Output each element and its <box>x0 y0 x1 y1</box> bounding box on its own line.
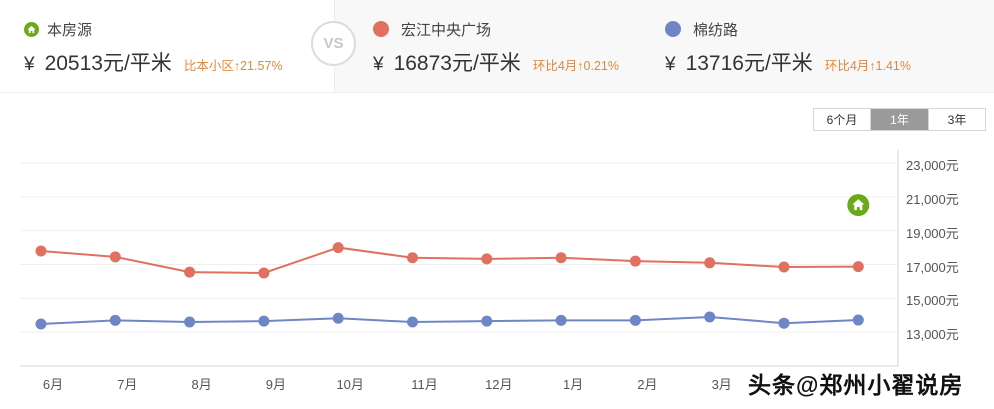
range-1-year-button[interactable]: 1年 <box>871 109 928 130</box>
vs-badge: VS <box>311 21 356 66</box>
data-point[interactable] <box>332 242 344 254</box>
subject-price: 20513元/平米 <box>44 52 172 75</box>
subject-panel: 本房源 ¥ 20513元/平米 比本小区↑21.57% <box>0 0 334 92</box>
y-tick-label: 13,000元 <box>906 327 959 343</box>
data-point[interactable] <box>481 315 493 327</box>
comparison-block-2: 棉纺路 ¥ 13716元/平米 环比4月↑1.41% <box>665 18 911 77</box>
data-point[interactable] <box>258 315 270 327</box>
x-tick-label: 11月 <box>411 377 438 392</box>
currency-symbol: ¥ <box>373 54 384 75</box>
currency-symbol: ¥ <box>24 54 35 75</box>
data-point[interactable] <box>852 261 864 273</box>
data-point[interactable] <box>704 257 716 269</box>
data-point[interactable] <box>629 255 641 267</box>
x-tick-label: 9月 <box>265 377 287 392</box>
data-point[interactable] <box>407 316 418 328</box>
y-tick-label: 17,000元 <box>906 259 959 275</box>
x-tick-label: 8月 <box>191 377 212 392</box>
series-dot-icon <box>373 21 389 37</box>
comparison-panel: 宏江中央广场 ¥ 16873元/平米 环比4月↑0.21% 棉纺路 ¥ 1371… <box>334 0 994 92</box>
comparison-price: 13716元/平米 <box>685 52 813 75</box>
x-tick-label: 10月 <box>336 377 364 392</box>
data-point[interactable] <box>407 252 418 264</box>
comparison-name: 宏江中央广场 <box>401 21 492 39</box>
series-line <box>40 246 859 274</box>
series-line <box>40 315 859 326</box>
data-point[interactable] <box>35 245 47 257</box>
subject-delta: 比本小区↑21.57% <box>183 59 283 73</box>
comparison-name: 棉纺路 <box>693 21 739 39</box>
subject-block: 本房源 ¥ 20513元/平米 比本小区↑21.57% <box>24 18 282 77</box>
data-point[interactable] <box>629 314 641 326</box>
data-point[interactable] <box>258 267 270 279</box>
data-point[interactable] <box>109 314 121 326</box>
comparison-block-1: 宏江中央广场 ¥ 16873元/平米 环比4月↑0.21% <box>373 18 619 77</box>
x-tick-label: 3月 <box>711 377 732 392</box>
watermark: 头条@郑州小翟说房 <box>748 372 964 398</box>
y-tick-label: 21,000元 <box>906 191 959 207</box>
comparison-price: 16873元/平米 <box>393 52 521 75</box>
divider <box>0 92 994 93</box>
x-tick-label: 12月 <box>485 377 513 392</box>
currency-symbol: ¥ <box>665 54 676 75</box>
y-tick-label: 23,000元 <box>906 158 959 173</box>
data-point[interactable] <box>35 318 47 330</box>
price-comparison-header: 本房源 ¥ 20513元/平米 比本小区↑21.57% 宏江中央广场 ¥ 168… <box>0 0 994 92</box>
data-point[interactable] <box>704 311 716 323</box>
house-icon <box>24 21 39 37</box>
subject-name: 本房源 <box>47 21 93 39</box>
x-tick-label: 2月 <box>637 377 658 392</box>
series-dot-icon <box>665 21 681 37</box>
data-point[interactable] <box>555 252 567 264</box>
y-tick-label: 15,000元 <box>906 293 959 309</box>
range-6-months-button[interactable]: 6个月 <box>814 109 871 130</box>
data-point[interactable] <box>555 314 567 326</box>
data-point[interactable] <box>852 314 864 326</box>
x-tick-label: 1月 <box>562 377 584 392</box>
comparison-delta: 环比4月↑0.21% <box>532 59 619 73</box>
data-point[interactable] <box>109 251 121 263</box>
data-point[interactable] <box>778 317 790 329</box>
data-point[interactable] <box>184 266 196 278</box>
data-point[interactable] <box>332 312 344 324</box>
data-point[interactable] <box>778 261 790 273</box>
comparison-delta: 环比4月↑1.41% <box>824 59 911 73</box>
y-tick-label: 19,000元 <box>906 225 959 241</box>
data-point[interactable] <box>184 316 196 328</box>
x-tick-label: 7月 <box>117 377 138 392</box>
house-icon[interactable] <box>847 194 870 217</box>
range-3-years-button[interactable]: 3年 <box>928 109 985 130</box>
time-range-selector: 6个月 1年 3年 <box>813 108 986 131</box>
x-tick-label: 6月 <box>42 377 64 392</box>
data-point[interactable] <box>481 253 493 265</box>
